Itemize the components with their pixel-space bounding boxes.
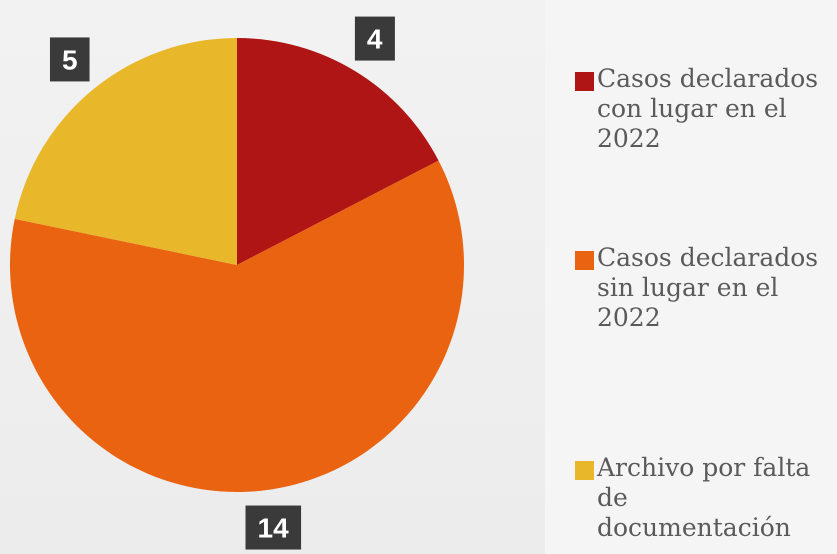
legend-label: Casos declarados con lugar en el 2022 — [597, 64, 819, 153]
data-label: 4 — [367, 24, 383, 55]
legend-swatch — [575, 461, 594, 480]
legend-item: Archivo por falta de documentación — [575, 453, 837, 543]
pie-slice — [9, 160, 465, 493]
legend-swatch — [575, 72, 594, 91]
data-label-group: 4 — [354, 16, 395, 61]
legend-label: Casos declarados sin lugar en el 2022 — [597, 243, 819, 332]
pie-slice — [14, 37, 238, 266]
chart: 4 14 5 — [9, 16, 465, 550]
data-label-box — [49, 37, 90, 82]
legend-label: Archivo por falta de documentación — [597, 453, 811, 542]
data-label-box — [245, 505, 302, 550]
legend-swatch — [575, 251, 594, 270]
data-label-box — [354, 16, 395, 61]
data-label: 14 — [258, 513, 290, 544]
data-label: 5 — [62, 44, 78, 75]
data-label-group: 5 — [49, 37, 90, 82]
data-label-group: 14 — [245, 505, 302, 550]
legend-item: Casos declarados sin lugar en el 2022 — [575, 243, 837, 333]
pie-slice — [237, 38, 439, 265]
legend-item: Casos declarados con lugar en el 2022 — [575, 64, 837, 154]
